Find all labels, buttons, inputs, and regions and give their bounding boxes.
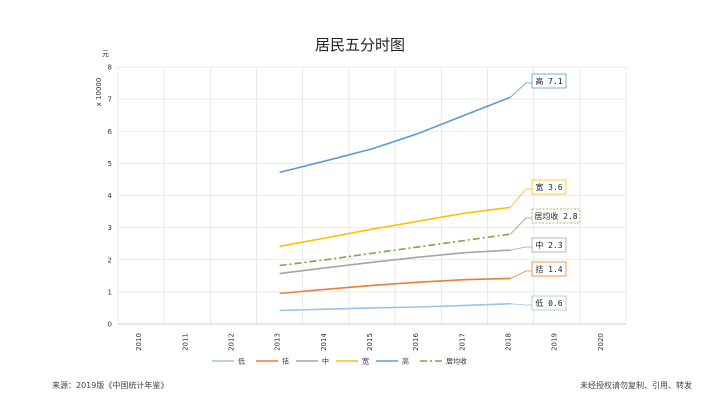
legend-label: 宽: [362, 357, 369, 366]
series-line: [279, 303, 511, 312]
legend-label: 居均收: [446, 357, 467, 366]
y-tick-label: 5: [108, 160, 112, 168]
y-scale-label: x 10000: [95, 78, 103, 107]
series-line: [279, 96, 511, 174]
legend-label: 低: [238, 357, 245, 366]
y-tick-label: 1: [108, 288, 112, 296]
x-tick-label: 2020: [597, 333, 605, 351]
callout-leader: [510, 270, 532, 279]
callout-box: [531, 261, 567, 277]
legend-label: 中: [322, 357, 329, 366]
series-line: [279, 277, 511, 295]
callout-box: [531, 73, 567, 89]
data-label: 宽 3.6: [535, 182, 562, 192]
callout-leader: [510, 246, 532, 251]
x-tick-label: 2018: [505, 333, 513, 351]
legend-label: 高: [402, 357, 409, 366]
callout-leader: [510, 82, 532, 98]
y-tick-label: 6: [108, 128, 113, 136]
callout-box: [531, 237, 567, 253]
y-tick-label: 2: [108, 256, 112, 264]
x-tick-label: 2015: [366, 333, 374, 351]
callout-leader: [510, 303, 532, 306]
x-tick-label: 2016: [412, 333, 420, 351]
y-axis: 0 1 2 3 4 5 6 7 8: [108, 64, 113, 329]
x-tick-label: 2014: [320, 333, 328, 351]
grid: [117, 66, 627, 325]
callouts: 低 0.6 拮 1.4 中 2.3 宽 3.6 高 7.1 居均收 2.8: [510, 73, 581, 311]
callout-box: [531, 295, 567, 311]
series-line: [279, 233, 511, 267]
data-label: 低 0.6: [535, 298, 562, 308]
x-tick-label: 2017: [458, 333, 466, 351]
x-tick-label: 2019: [551, 333, 559, 351]
y-tick-label: 8: [108, 64, 112, 72]
chart-title: 居民五分时图: [315, 36, 405, 54]
callout-box: [531, 179, 567, 195]
legend: 低 拮 中 宽 高 居均收: [212, 357, 467, 366]
source-note: 来源：2019版《中国统计年鉴》: [52, 381, 169, 390]
legend-label: 拮: [282, 357, 289, 366]
data-label: 高 7.1: [535, 76, 562, 86]
x-tick-label: 2010: [135, 333, 143, 351]
callout-leader: [510, 188, 532, 208]
y-tick-label: 7: [108, 96, 112, 104]
callout-box: [531, 208, 581, 224]
data-label: 中 2.3: [535, 240, 562, 250]
x-axis: 2010 2011 2012 2013 2014 2015 2016 2017 2018 2019…: [135, 333, 605, 351]
y-unit-label: 元: [102, 50, 109, 58]
plot-area: [279, 96, 511, 312]
x-tick-label: 2012: [227, 333, 235, 351]
data-label: 居均收 2.8: [534, 211, 577, 221]
x-tick-label: 2013: [274, 333, 282, 351]
series-line: [279, 249, 511, 275]
callout-leader: [510, 217, 532, 235]
y-tick-label: 0: [108, 321, 112, 329]
y-tick-label: 3: [108, 224, 112, 232]
x-tick-label: 2011: [181, 333, 189, 351]
series-line: [279, 206, 511, 248]
y-tick-label: 4: [108, 192, 113, 200]
data-label: 拮 1.4: [535, 264, 562, 274]
copyright-note: 未经授权请勿复制、引用、转发: [580, 381, 692, 390]
